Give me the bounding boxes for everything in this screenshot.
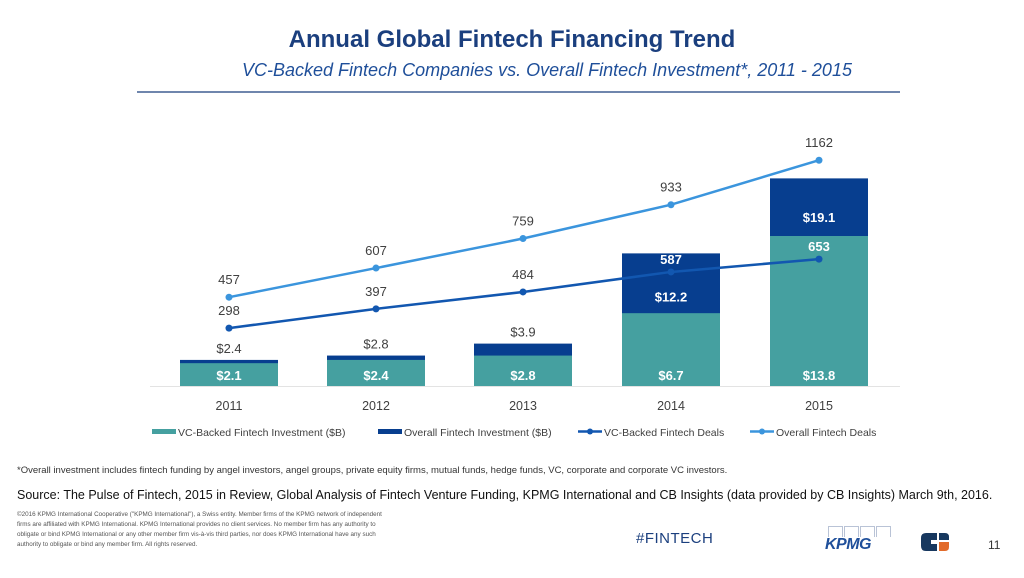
- legend-item-vc-investment-label: VC-Backed Fintech Investment ($B): [178, 427, 345, 439]
- data-label-overall-deals: 1162: [805, 135, 833, 150]
- data-label-overall-investment: $19.1: [803, 210, 836, 225]
- data-label-overall-deals: 759: [512, 214, 534, 229]
- point-overall-deals: [519, 235, 527, 243]
- legend-item-vc-deals-marker: [587, 428, 593, 435]
- data-label-vc-deals: 587: [660, 252, 682, 267]
- data-label-overall-deals: 933: [660, 180, 682, 195]
- kpmg-logo-boxes: [828, 526, 891, 537]
- legend-item-overall-investment-swatch: [378, 429, 402, 434]
- data-label-vc-investment: $6.7: [658, 368, 683, 383]
- data-label-vc-investment: $2.4: [363, 368, 389, 383]
- point-overall-deals: [667, 201, 675, 209]
- kpmg-logo: KPMG: [825, 526, 891, 562]
- point-vc-deals: [519, 288, 527, 296]
- source-citation: Source: The Pulse of Fintech, 2015 in Re…: [17, 488, 993, 502]
- hashtag: #FINTECH: [636, 530, 714, 547]
- data-label-vc-deals: 397: [365, 284, 387, 299]
- data-label-overall-investment: $2.4: [216, 341, 241, 356]
- bar-vc-investment: [327, 359, 425, 386]
- data-label-vc-investment: $2.8: [510, 368, 535, 383]
- point-vc-deals: [372, 305, 380, 313]
- page-subtitle: VC-Backed Fintech Companies vs. Overall …: [242, 60, 852, 80]
- bar-vc-investment: [622, 313, 720, 386]
- data-label-overall-investment: $3.9: [510, 325, 535, 340]
- page-number: 11: [988, 538, 1001, 552]
- data-label-vc-deals: 653: [808, 239, 830, 254]
- cb-insights-logo-icon: [921, 533, 949, 551]
- data-label-overall-investment: $12.2: [655, 289, 688, 304]
- point-overall-deals: [372, 264, 380, 272]
- page-title: Annual Global Fintech Financing Trend: [288, 26, 736, 53]
- bar-vc-investment: [180, 363, 278, 386]
- bar-vc-investment: [474, 355, 572, 386]
- legal-disclaimer: ©2016 KPMG International Cooperative ("K…: [17, 511, 382, 548]
- data-label-vc-deals: 298: [218, 303, 240, 318]
- x-tick-label: 2014: [657, 399, 685, 413]
- x-tick-label: 2013: [509, 399, 537, 413]
- legend-item-overall-deals-marker: [759, 428, 765, 435]
- point-overall-deals: [225, 293, 233, 301]
- x-tick-label: 2015: [805, 399, 833, 413]
- point-vc-deals: [667, 268, 675, 276]
- legend-item-vc-investment-swatch: [152, 429, 176, 434]
- x-tick-label: 2011: [216, 399, 243, 413]
- data-label-overall-deals: 607: [365, 243, 387, 258]
- point-vc-deals: [815, 255, 823, 263]
- legend-item-overall-deals-label: Overall Fintech Deals: [776, 427, 876, 439]
- footnote: *Overall investment includes fintech fun…: [17, 465, 728, 476]
- kpmg-logo-text: KPMG: [825, 536, 872, 553]
- legend-item-vc-deals-label: VC-Backed Fintech Deals: [604, 427, 724, 439]
- data-label-vc-deals: 484: [512, 267, 534, 282]
- legend-item-overall-investment-label: Overall Fintech Investment ($B): [404, 427, 552, 439]
- x-tick-label: 2012: [362, 399, 390, 413]
- title-divider: [137, 91, 900, 93]
- data-label-overall-investment: $2.8: [363, 337, 388, 352]
- data-label-vc-investment: $13.8: [803, 368, 836, 383]
- chart: $2.1 $2.4 $2.4 $2.8 $2.8 $3.9 $6.7 $12.2 $13.8 $1…: [150, 135, 900, 439]
- point-overall-deals: [815, 156, 823, 164]
- point-vc-deals: [225, 324, 233, 332]
- data-label-vc-investment: $2.1: [216, 368, 241, 383]
- data-label-overall-deals: 457: [218, 272, 240, 287]
